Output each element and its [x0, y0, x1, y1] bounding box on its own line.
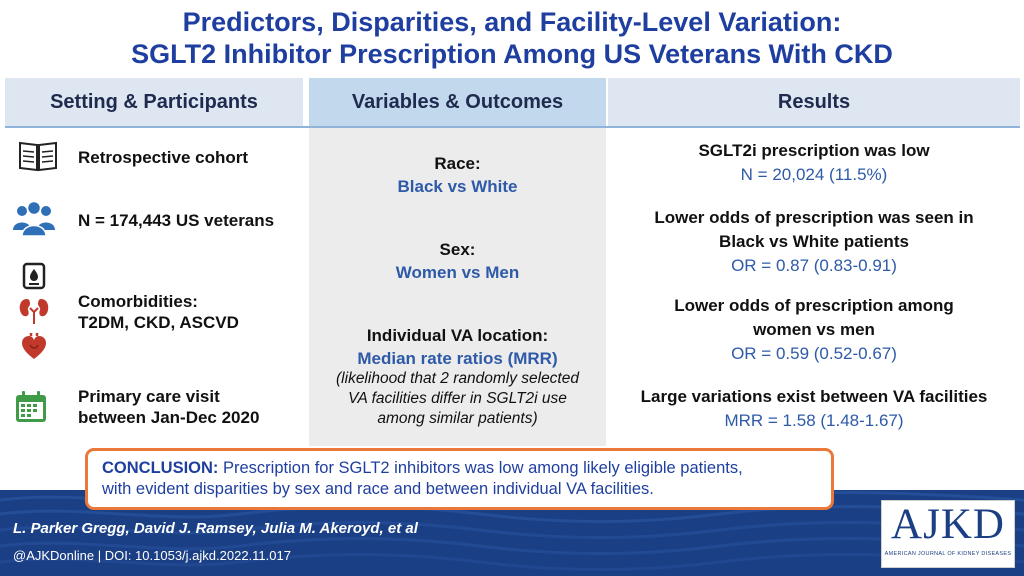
setting-cohort: Retrospective cohort [78, 148, 249, 167]
result-facility: Large variations exist between VA facili… [608, 385, 1020, 433]
result-sex: Lower odds of prescription among women v… [608, 294, 1020, 366]
book-icon [19, 141, 57, 172]
result-race: Lower odds of prescription was seen in B… [608, 206, 1020, 278]
conclusion-label: CONCLUSION: [102, 459, 219, 477]
variable-race: Race: Black vs White [309, 153, 606, 197]
sex-value: Women vs Men [395, 263, 520, 282]
header-divider [5, 126, 1020, 128]
header-results: Results [608, 78, 1020, 126]
authors: L. Parker Gregg, David J. Ramsey, Julia … [13, 520, 418, 537]
result-4-value: MRR = 1.58 (1.48-1.67) [724, 411, 904, 430]
race-value: Black vs White [397, 177, 518, 196]
result-2-heading-1: Lower odds of prescription was seen in [654, 208, 974, 227]
result-2-value: OR = 0.87 (0.83-0.91) [731, 256, 897, 275]
logo-subtitle: AMERICAN JOURNAL OF KIDNEY DISEASES [884, 551, 1012, 557]
location-value: Median rate ratios (MRR) [357, 349, 558, 368]
variable-sex: Sex: Women vs Men [309, 239, 606, 283]
result-1-value: N = 20,024 (11.5%) [740, 165, 888, 184]
result-prescription: SGLT2i prescription was low N = 20,024 (… [608, 139, 1020, 187]
conclusion-box: CONCLUSION: Prescription for SGLT2 inhib… [85, 448, 834, 510]
title-line-2: SGLT2 Inhibitor Prescription Among US Ve… [131, 39, 893, 69]
sex-heading: Sex: [439, 240, 476, 259]
glucose-meter-icon [22, 262, 46, 290]
header-setting: Setting & Participants [5, 78, 303, 126]
header-variables: Variables & Outcomes [309, 78, 606, 126]
people-icon [13, 200, 55, 237]
result-3-heading-2: women vs men [753, 320, 875, 339]
kidney-icon [19, 299, 49, 324]
ajkd-logo: AJKD AMERICAN JOURNAL OF KIDNEY DISEASES [881, 500, 1015, 568]
result-3-value: OR = 0.59 (0.52-0.67) [731, 344, 897, 363]
doi-citation: @AJKDonline | DOI: 10.1053/j.ajkd.2022.1… [13, 548, 291, 563]
calendar-icon [16, 391, 46, 422]
conclusion-text-1: Prescription for SGLT2 inhibitors was lo… [218, 459, 743, 477]
visit-line-1: Primary care visit [78, 387, 220, 406]
race-heading: Race: [434, 154, 481, 173]
result-3-heading-1: Lower odds of prescription among [674, 296, 954, 315]
variables-column-bg [309, 78, 606, 446]
title-line-1: Predictors, Disparities, and Facility-Le… [182, 7, 842, 37]
location-note-1: (likelihood that 2 randomly selected [336, 370, 579, 387]
location-heading: Individual VA location: [366, 326, 549, 345]
conclusion-line-1: CONCLUSION: Prescription for SGLT2 inhib… [102, 458, 821, 479]
location-note-3: among similar patients) [377, 410, 538, 427]
comorb-line-2: T2DM, CKD, ASCVD [78, 313, 239, 332]
setting-visit: Primary care visit between Jan-Dec 2020 [78, 386, 259, 428]
setting-comorbidities: Comorbidities: T2DM, CKD, ASCVD [78, 291, 239, 333]
visit-line-2: between Jan-Dec 2020 [78, 408, 260, 427]
result-2-heading-2: Black vs White patients [719, 232, 909, 251]
comorb-line-1: Comorbidities: [78, 292, 198, 311]
page-title: Predictors, Disparities, and Facility-Le… [0, 6, 1024, 70]
conclusion-text-2: with evident disparities by sex and race… [102, 480, 654, 498]
logo-wordmark: AJKD [891, 501, 1005, 548]
location-note-2: VA facilities differ in SGLT2i use [348, 390, 567, 407]
heart-icon [22, 333, 46, 359]
variable-location: Individual VA location: Median rate rati… [309, 325, 606, 429]
setting-n: N = 174,443 US veterans [78, 211, 275, 230]
result-4-heading: Large variations exist between VA facili… [640, 387, 988, 406]
result-1-heading: SGLT2i prescription was low [698, 141, 930, 160]
